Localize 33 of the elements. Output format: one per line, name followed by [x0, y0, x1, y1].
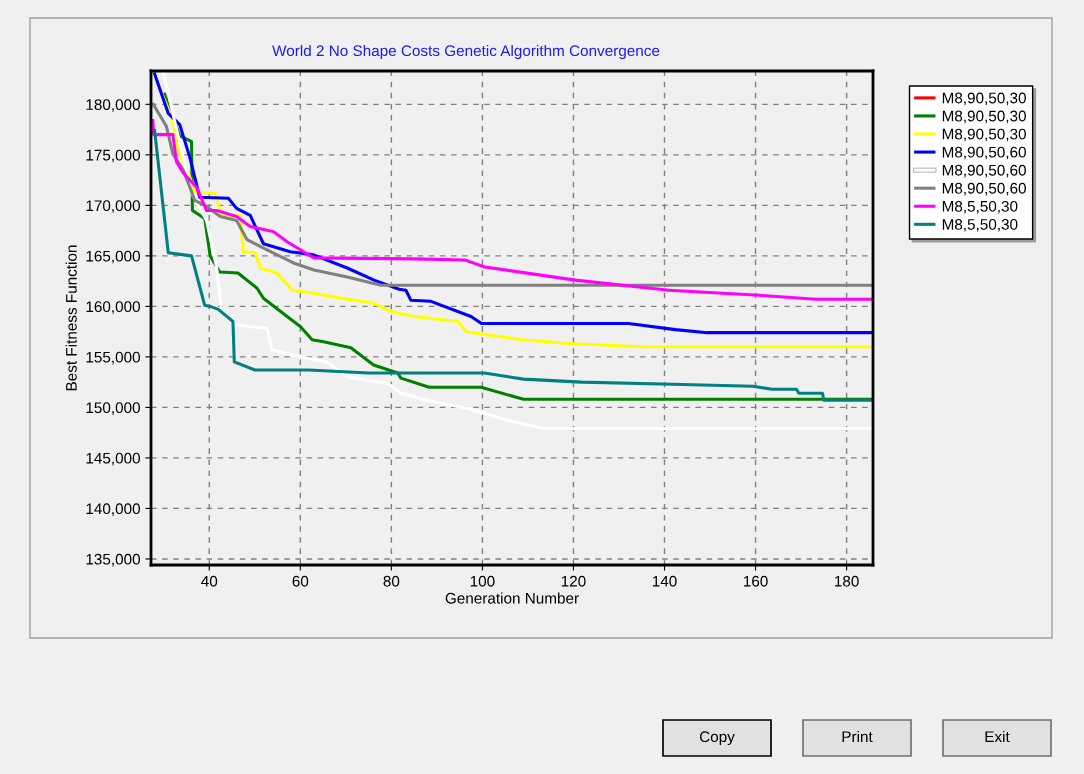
y-tick-label: 145,000: [86, 452, 140, 466]
x-tick-label: 160: [743, 575, 768, 587]
x-tick-label: 140: [652, 575, 677, 587]
y-tick-label: 155,000: [86, 351, 140, 365]
y-tick-label: 135,000: [86, 553, 140, 567]
legend-label: M8,90,50,30: [942, 128, 1026, 142]
line-series: [151, 118, 873, 301]
legend-label: M8,90,50,60: [942, 182, 1026, 196]
legend-label: M8,90,50,60: [942, 164, 1026, 178]
legend-label: M8,90,50,30: [942, 110, 1026, 124]
legend-label: M8,90,50,60: [942, 146, 1026, 160]
y-tick-label: 150,000: [86, 402, 140, 415]
text: Copy: [699, 731, 735, 746]
x-tick-label: 120: [561, 575, 586, 587]
y-tick-label: 180,000: [86, 99, 140, 112]
x-tick-label: 40: [201, 575, 218, 587]
text: Exit: [985, 730, 1010, 743]
y-axis-title: Best Fitness Function: [65, 245, 77, 391]
x-tick-label: 180: [835, 575, 859, 587]
y-tick-label: 165,000: [86, 250, 140, 264]
chart-title: World 2 No Shape Costs Genetic Algorithm Convergence: [272, 44, 660, 60]
legend-label: M8,5,50,30: [942, 200, 1018, 214]
y-tick-label: 160,000: [86, 301, 140, 314]
y-tick-label: 170,000: [86, 200, 140, 213]
text: Print: [842, 730, 873, 743]
x-tick-label: 80: [383, 575, 400, 587]
y-tick-label: 140,000: [86, 503, 140, 516]
legend-label: M8,5,50,30: [942, 218, 1018, 232]
legend-label: M8,90,50,30: [942, 92, 1026, 106]
x-tick-label: 60: [292, 575, 309, 587]
y-tick-label: 175,000: [86, 149, 140, 163]
x-tick-label: 100: [470, 575, 495, 587]
x-axis-title: Generation Number: [445, 592, 579, 604]
